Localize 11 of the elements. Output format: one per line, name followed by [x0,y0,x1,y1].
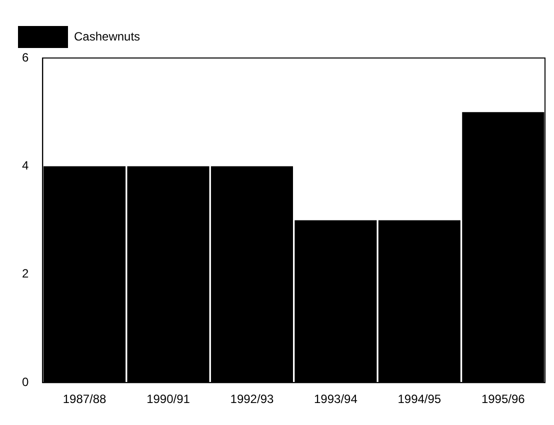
y-tick-label: 2 [22,266,29,281]
x-tick-label: 1994/95 [398,392,442,406]
x-tick-label: 1987/88 [62,392,107,406]
y-tick-label: 4 [22,158,29,173]
y-tick-label: 6 [22,50,29,64]
x-tick-label: 1990/91 [146,392,190,406]
x-tick-label: 1992/93 [230,392,274,406]
legend-label: Cashewnuts [74,29,140,44]
x-tick-label: 1995/96 [481,392,526,406]
y-tick-label: 0 [22,374,29,389]
x-tick-label: 1993/94 [314,392,358,406]
